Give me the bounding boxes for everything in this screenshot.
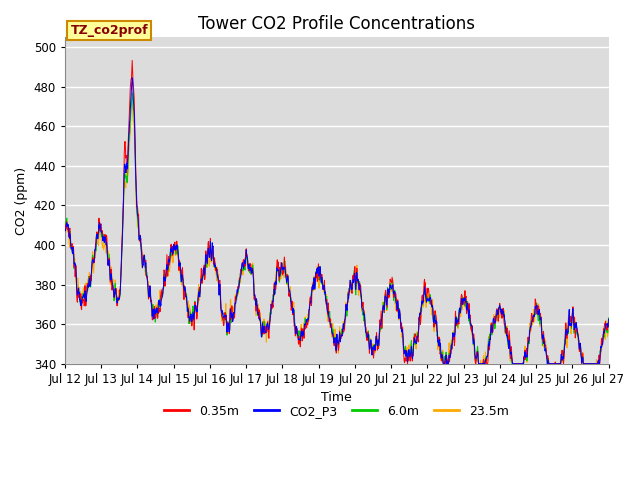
Legend: 0.35m, CO2_P3, 6.0m, 23.5m: 0.35m, CO2_P3, 6.0m, 23.5m xyxy=(159,400,514,423)
Title: Tower CO2 Profile Concentrations: Tower CO2 Profile Concentrations xyxy=(198,15,476,33)
Text: TZ_co2prof: TZ_co2prof xyxy=(70,24,148,37)
Y-axis label: CO2 (ppm): CO2 (ppm) xyxy=(15,167,28,235)
X-axis label: Time: Time xyxy=(321,391,352,404)
